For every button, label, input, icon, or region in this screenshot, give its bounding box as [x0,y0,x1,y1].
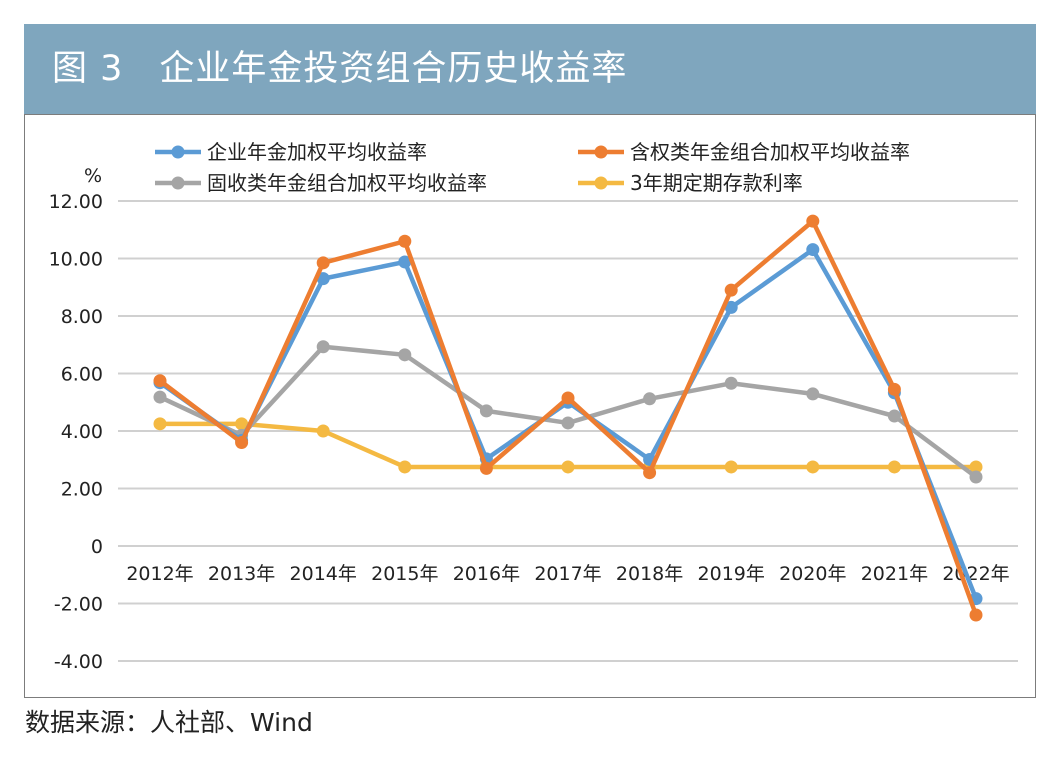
y-tick-label: 4.00 [61,421,103,443]
y-tick-label: 10.00 [49,249,103,271]
data-point [969,460,983,474]
data-point [398,348,412,362]
data-point [806,243,820,257]
data-point [153,390,167,404]
legend-label: 企业年金加权平均收益率 [207,140,427,164]
data-point [887,382,901,396]
data-point [724,283,738,297]
data-point [643,466,657,480]
data-point [398,255,412,269]
series-line [157,344,979,480]
y-tick-label: 12.00 [49,191,103,213]
data-point [235,417,249,431]
source-note: 数据来源：人社部、Wind [25,708,313,737]
data-point [969,470,983,484]
data-point [643,392,657,406]
legend-swatch-marker [594,145,608,159]
y-axis-unit: % [84,165,102,187]
data-point [316,424,330,438]
data-point [887,460,901,474]
legend-label: 含权类年金组合加权平均收益率 [630,140,910,164]
legend-swatch-marker [171,145,185,159]
data-point [724,376,738,390]
data-point [969,608,983,622]
x-tick-label: 2017年 [534,563,601,585]
x-tick-label: 2022年 [942,563,1009,585]
data-point [316,340,330,354]
data-point [724,460,738,474]
x-tick-label: 2016年 [453,563,520,585]
data-point [235,436,249,449]
y-tick-label: -2.00 [54,594,103,616]
x-tick-label: 2013年 [208,563,275,585]
data-point [724,300,738,314]
x-tick-label: 2012年 [126,563,193,585]
legend-label: 3年期定期存款利率 [630,171,803,195]
x-tick-label: 2014年 [290,563,357,585]
y-tick-label: 6.00 [61,364,103,386]
chart-title: 图 3 企业年金投资组合历史收益率 [52,49,628,89]
x-tick-label: 2019年 [698,563,765,585]
data-point [398,460,412,474]
y-tick-label: 0 [91,536,103,558]
x-tick-label: 2015年 [371,563,438,585]
data-point [398,234,412,248]
data-point [887,409,901,423]
x-tick-label: 2021年 [861,563,928,585]
y-tick-label: 8.00 [61,306,103,328]
data-point [479,461,493,475]
data-point [806,460,820,474]
data-point [806,214,820,228]
y-tick-label: -4.00 [54,651,103,673]
chart-header-bar: 图 3 企业年金投资组合历史收益率 [24,24,1036,114]
data-point [561,460,575,474]
data-point [153,417,167,431]
data-point [153,374,167,388]
y-tick-label: 2.00 [61,479,103,501]
legend-swatch-marker [594,176,608,190]
x-tick-label: 2018年 [616,563,683,585]
legend-swatch-marker [171,176,185,190]
data-point [479,404,493,418]
data-point [561,416,575,430]
data-point [316,256,330,270]
legend-label: 固收类年金组合加权平均收益率 [207,171,487,195]
x-tick-label: 2020年 [779,563,846,585]
data-point [806,387,820,401]
data-point [561,391,575,405]
